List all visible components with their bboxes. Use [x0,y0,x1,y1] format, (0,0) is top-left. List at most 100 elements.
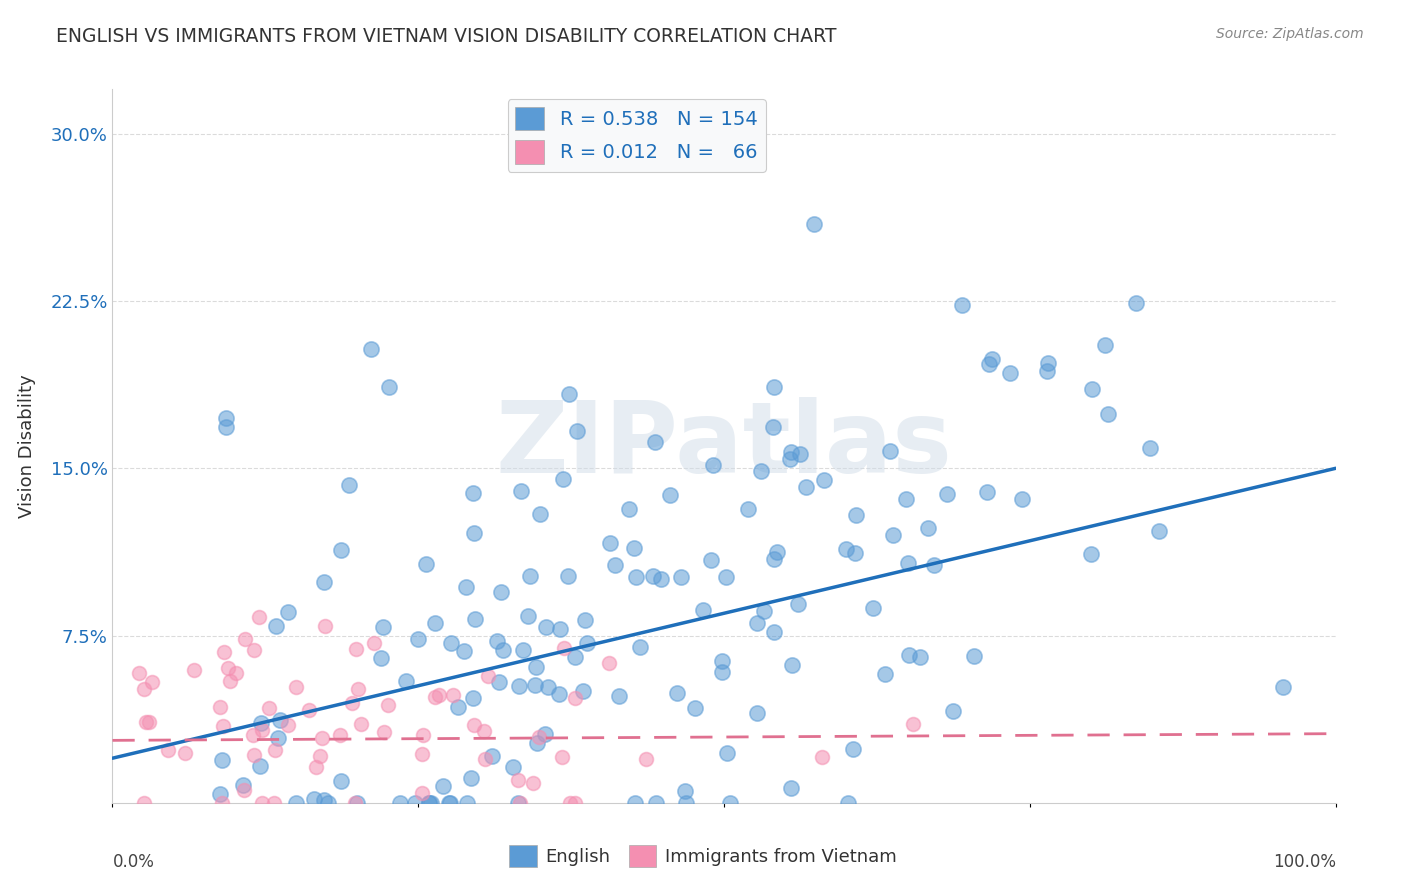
Point [215,410,238,425]
Point [534,727,557,741]
Point [477,669,499,683]
Point [463,718,485,732]
Point [665,686,688,700]
Point [901,717,924,731]
Point [157,743,180,757]
Point [344,642,367,657]
Point [464,612,486,626]
Point [779,445,801,459]
Point [212,719,235,733]
Point [209,787,232,801]
Point [910,650,932,665]
Point [506,772,529,787]
Point [1147,524,1170,539]
Point [898,648,921,662]
Point [456,796,478,810]
Point [716,569,738,583]
Point [138,714,160,729]
Point [360,342,382,356]
Point [529,508,551,522]
Point [508,796,530,810]
Point [675,796,697,810]
Point [250,796,273,810]
Text: ZIPatlas: ZIPatlas [496,398,952,494]
Point [509,796,531,810]
Point [269,713,291,727]
Point [264,619,287,633]
Point [841,741,863,756]
Point [249,759,271,773]
Point [418,796,440,810]
Point [645,796,668,810]
Point [491,584,513,599]
Point [998,366,1021,380]
Point [1094,338,1116,352]
Point [692,603,714,617]
Point [700,553,723,567]
Point [314,619,336,633]
Point [1271,680,1294,694]
Point [780,781,803,796]
Point [523,678,546,692]
Point [250,723,273,738]
Point [557,568,579,582]
Point [598,657,620,671]
Point [404,796,426,810]
Point [284,681,307,695]
Point [603,558,626,572]
Point [766,545,789,559]
Point [512,643,534,657]
Point [492,642,515,657]
Point [460,771,482,785]
Point [522,775,544,789]
Point [976,484,998,499]
Point [745,706,768,720]
Point [894,491,917,506]
Text: ENGLISH VS IMMIGRANTS FROM VIETNAM VISION DISABILITY CORRELATION CHART: ENGLISH VS IMMIGRANTS FROM VIETNAM VISIO… [56,27,837,45]
Point [218,673,240,688]
Point [439,636,461,650]
Point [683,700,706,714]
Point [558,387,581,401]
Point [553,472,575,486]
Point [517,609,540,624]
Point [212,645,235,659]
Point [446,700,468,714]
Point [547,687,569,701]
Point [936,487,959,501]
Point [432,779,454,793]
Point [183,664,205,678]
Legend: English, Immigrants from Vietnam: English, Immigrants from Vietnam [502,838,904,874]
Point [650,572,672,586]
Point [534,620,557,634]
Point [558,796,581,810]
Point [346,796,368,810]
Point [762,625,785,640]
Point [249,716,271,731]
Point [474,752,496,766]
Point [225,666,247,681]
Point [411,786,433,800]
Point [571,683,593,698]
Point [233,632,256,647]
Point [526,659,548,673]
Point [553,641,575,656]
Point [277,606,299,620]
Point [1081,382,1104,396]
Point [329,728,352,742]
Point [330,543,353,558]
Point [737,502,759,516]
Point [873,667,896,681]
Point [311,731,333,745]
Point [373,620,395,634]
Point [242,728,264,742]
Point [305,760,328,774]
Point [509,483,531,498]
Point [412,728,434,742]
Point [208,700,231,714]
Point [551,750,574,764]
Point [669,570,692,584]
Point [702,458,724,472]
Point [454,581,477,595]
Point [922,558,945,572]
